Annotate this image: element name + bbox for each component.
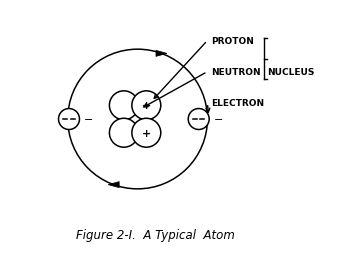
Text: NEUTRON: NEUTRON (211, 68, 261, 77)
Text: ELECTRON: ELECTRON (211, 99, 264, 108)
Circle shape (110, 119, 138, 148)
Polygon shape (156, 51, 167, 57)
Circle shape (132, 119, 161, 148)
Text: PROTON: PROTON (211, 37, 254, 46)
Circle shape (110, 91, 138, 120)
Circle shape (58, 109, 79, 130)
Text: Figure 2-I.  A Typical  Atom: Figure 2-I. A Typical Atom (76, 228, 235, 241)
Text: −: − (214, 115, 223, 124)
Text: −: − (84, 115, 93, 124)
Circle shape (188, 109, 209, 130)
Text: NUCLEUS: NUCLEUS (267, 68, 315, 77)
Polygon shape (108, 182, 119, 188)
Text: +: + (142, 101, 151, 111)
Circle shape (132, 91, 161, 120)
Text: +: + (142, 128, 151, 138)
